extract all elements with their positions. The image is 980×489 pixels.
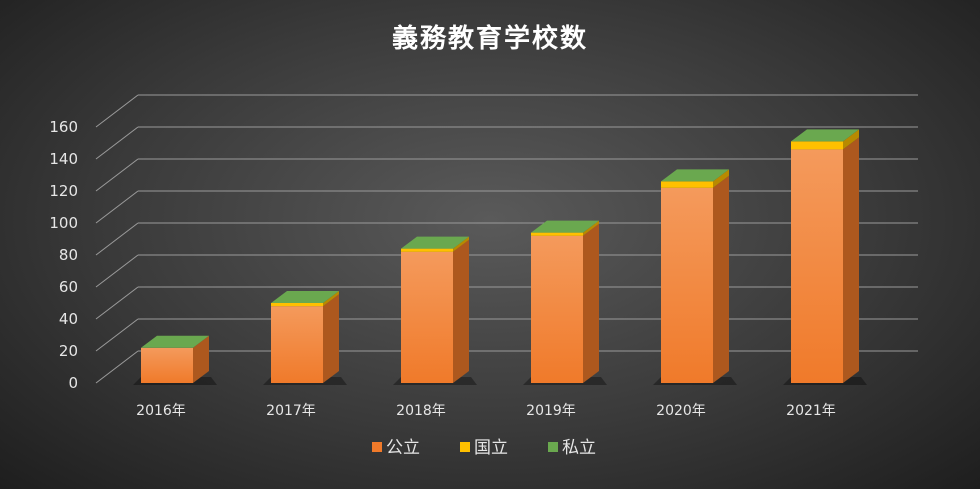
legend-swatch bbox=[548, 442, 558, 452]
bar-side bbox=[713, 169, 729, 188]
y-tick-label: 140 bbox=[49, 150, 78, 168]
bar-side bbox=[843, 137, 859, 383]
x-category-label: 2016年 bbox=[136, 403, 186, 419]
bar-公立 bbox=[791, 149, 843, 383]
chart-title: 義務教育学校数 bbox=[391, 24, 588, 54]
bar-公立 bbox=[401, 251, 453, 383]
bar-top bbox=[401, 236, 469, 249]
bar-top bbox=[141, 335, 209, 348]
gridline-slant bbox=[95, 254, 139, 288]
x-category-label: 2019年 bbox=[526, 403, 576, 419]
x-category-label: 2020年 bbox=[656, 403, 706, 419]
legend-swatch bbox=[372, 442, 382, 452]
y-tick-label: 20 bbox=[59, 342, 78, 360]
gridline-slant bbox=[95, 318, 139, 352]
bar-side bbox=[713, 175, 729, 383]
gridline-slant bbox=[95, 126, 139, 160]
legend-swatch bbox=[460, 442, 470, 452]
bar-公立 bbox=[141, 347, 193, 383]
bar-国立 bbox=[401, 248, 453, 252]
y-tick-label: 60 bbox=[59, 278, 78, 296]
gridline-slant bbox=[95, 190, 139, 224]
x-category-label: 2018年 bbox=[396, 403, 446, 419]
bar-side bbox=[453, 239, 469, 383]
bar-side bbox=[583, 220, 599, 236]
y-tick-label: 0 bbox=[68, 374, 78, 392]
bar-side bbox=[323, 294, 339, 383]
y-tick-label: 160 bbox=[49, 118, 78, 136]
bar-公立 bbox=[531, 235, 583, 383]
y-tick-label: 100 bbox=[49, 214, 78, 232]
gridline-slant bbox=[95, 222, 139, 256]
bar-side bbox=[453, 236, 469, 252]
y-tick-label: 40 bbox=[59, 310, 78, 328]
bar-国立 bbox=[531, 232, 583, 236]
bar-公立 bbox=[271, 306, 323, 383]
bar-top bbox=[531, 220, 599, 233]
bar-top bbox=[271, 291, 339, 303]
x-category-label: 2017年 bbox=[266, 403, 316, 419]
gridline-slant bbox=[95, 158, 139, 192]
gridline-slant bbox=[95, 94, 139, 128]
legend-label: 公立 bbox=[386, 438, 420, 458]
bar-side bbox=[843, 129, 859, 150]
y-tick-label: 80 bbox=[59, 246, 78, 264]
gridline-slant bbox=[95, 286, 139, 320]
bar-国立 bbox=[791, 141, 843, 150]
bar-国立 bbox=[271, 303, 323, 307]
legend-label: 国立 bbox=[474, 438, 508, 458]
bar-公立 bbox=[661, 187, 713, 383]
bar-国立 bbox=[661, 181, 713, 188]
bar-top bbox=[661, 169, 729, 182]
x-category-label: 2021年 bbox=[786, 403, 836, 419]
bar-side bbox=[583, 223, 599, 383]
bar-side bbox=[323, 291, 339, 307]
y-tick-label: 120 bbox=[49, 182, 78, 200]
bar-top bbox=[791, 129, 859, 142]
gridline-slant bbox=[95, 350, 139, 384]
bar-side bbox=[193, 335, 209, 383]
legend-label: 私立 bbox=[562, 438, 596, 458]
